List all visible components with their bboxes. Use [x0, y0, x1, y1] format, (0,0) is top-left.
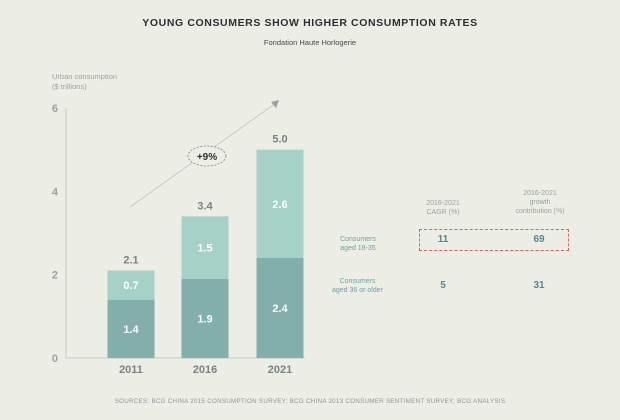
bar-segment: [256, 149, 304, 258]
data-label: 1.9: [197, 313, 212, 325]
growth-annotation-ellipse: [187, 145, 227, 167]
header-cagr-line-2: CAGR (%): [426, 209, 460, 216]
contribution-older: 31: [533, 280, 545, 291]
header-cagr-line-1: 2016-2021: [426, 200, 460, 207]
total-label: 2.1: [123, 255, 138, 267]
cagr-older: 5: [440, 280, 446, 291]
growth-annotation-label: +9%: [197, 152, 217, 163]
bar-segment: [256, 258, 304, 358]
y-tick-label: 4: [52, 186, 59, 198]
header-cagr: 2016-2021 CAGR (%): [408, 199, 478, 217]
data-label: 1.4: [123, 324, 139, 336]
total-label: 3.4: [197, 200, 213, 212]
cagr-young: 11: [437, 234, 449, 245]
y-axis-label-line-2: ($ trillions): [52, 82, 87, 91]
bar-segment: [107, 299, 155, 358]
row-label-young: Consumers aged 18-35: [318, 235, 398, 253]
y-axis-label-line-1: Urban consumption: [52, 72, 118, 81]
row-label-young-line-2: aged 18-35: [340, 245, 376, 252]
bar-segment: [181, 278, 229, 358]
row-label-older-line-2: aged 36 or older: [332, 287, 383, 294]
bar-segment: [107, 270, 155, 300]
highlight-box: [419, 229, 569, 251]
x-tick-label: 2021: [268, 364, 292, 376]
y-tick-label: 2: [52, 270, 58, 282]
header-contribution: 2016-2021 growth contribution (%): [495, 189, 585, 216]
data-label: 2.6: [272, 199, 287, 211]
x-tick-label: 2016: [193, 364, 217, 376]
row-label-young-line-1: Consumers: [340, 236, 376, 243]
bar-segment: [181, 216, 229, 279]
x-tick-label: 2011: [119, 364, 143, 376]
y-axis-label: Urban consumption ($ trillions): [52, 72, 162, 92]
data-label: 0.7: [123, 280, 138, 292]
total-label: 5.0: [272, 134, 287, 146]
header-contribution-line-1: 2016-2021: [523, 190, 557, 197]
contribution-young: 69: [533, 234, 545, 245]
chart-subtitle: Fondation Haute Horlogerie: [263, 38, 357, 47]
growth-arrow-head: [271, 100, 279, 108]
data-label: 1.5: [197, 243, 212, 255]
data-label: 2.4: [272, 303, 288, 315]
header-contribution-line-3: contribution (%): [515, 208, 565, 215]
y-tick-label: 6: [52, 103, 58, 115]
header-contribution-line-2: growth: [529, 199, 551, 206]
row-label-older: Consumers aged 36 or older: [310, 277, 405, 295]
y-tick-label: 0: [52, 353, 58, 365]
chart-title: YOUNG CONSUMERS SHOW HIGHER CONSUMPTION …: [142, 17, 478, 29]
row-label-older-line-1: Consumers: [339, 278, 376, 285]
sources-note: SOURCES: BCG CHINA 2015 CONSUMPTION SURV…: [114, 398, 506, 405]
